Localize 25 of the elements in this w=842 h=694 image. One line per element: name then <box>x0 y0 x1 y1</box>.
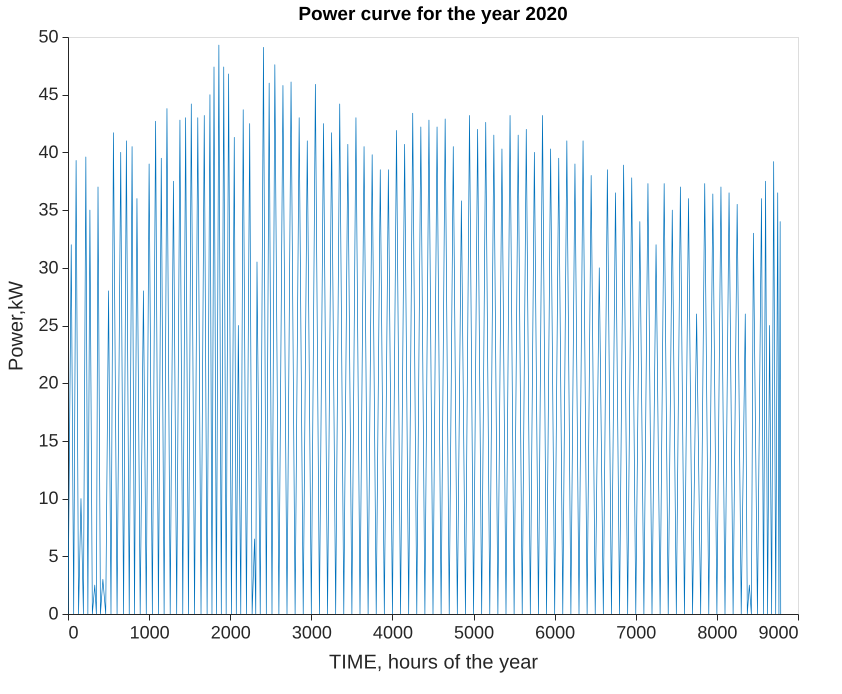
y-tick-label: 30 <box>38 257 58 278</box>
y-axis-title: Power,kW <box>5 280 28 372</box>
x-tick-label: 0 <box>68 622 79 642</box>
x-axis-title: TIME, hours of the year <box>329 652 538 674</box>
y-tick-label: 0 <box>48 604 58 624</box>
x-tick-label: 1000 <box>130 622 170 642</box>
y-tick-label: 35 <box>38 200 58 220</box>
y-tick-label: 15 <box>38 430 58 450</box>
y-tick-label: 5 <box>48 546 58 566</box>
x-tick-label: 7000 <box>616 622 656 642</box>
y-tick-label: 20 <box>38 372 58 393</box>
x-tick-label: 3000 <box>292 622 332 642</box>
x-tick-label: 8000 <box>697 622 738 642</box>
y-tick-label: 25 <box>38 315 58 335</box>
y-tick-label: 50 <box>38 26 58 46</box>
y-tick-label: 45 <box>38 84 58 104</box>
x-tick-label: 9000 <box>758 622 798 642</box>
x-tick-label: 5000 <box>454 622 494 642</box>
x-tick-label: 6000 <box>535 622 576 642</box>
line-series <box>68 44 782 614</box>
x-tick-label: 4000 <box>372 622 413 642</box>
x-tick-label: 2000 <box>210 622 251 642</box>
y-tick-label: 40 <box>38 142 58 162</box>
chart-title: Power curve for the year 2020 <box>298 4 568 25</box>
y-tick-label: 10 <box>38 488 58 508</box>
